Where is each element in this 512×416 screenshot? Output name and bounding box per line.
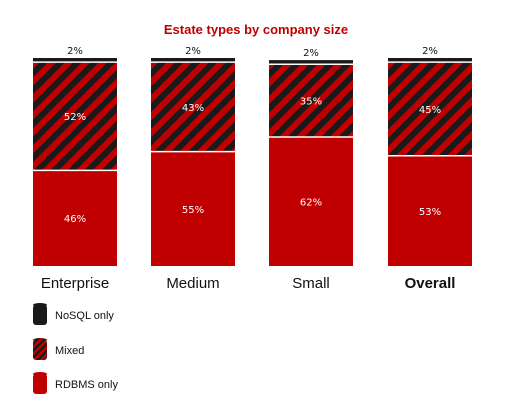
data-label: 43%	[182, 103, 204, 114]
legend-label: NoSQL only	[55, 310, 114, 322]
category-label: Overall	[405, 275, 456, 292]
data-label: 52%	[64, 112, 86, 123]
data-label: 2%	[303, 48, 319, 59]
bar-segment-nosql-only	[269, 60, 353, 65]
data-label: 46%	[64, 214, 86, 225]
legend-label: Mixed	[55, 345, 84, 357]
legend-swatch-top	[33, 372, 47, 376]
legend-label: RDBMS only	[55, 379, 118, 391]
data-label: 2%	[422, 46, 438, 57]
bar-segment-nosql-only	[388, 58, 472, 63]
bar-segment-nosql-only	[151, 58, 235, 63]
bar-segment-mixed	[269, 64, 353, 138]
legend-item: Mixed	[33, 338, 84, 360]
category-label: Enterprise	[41, 275, 109, 292]
data-label: 45%	[419, 105, 441, 116]
category-label: Small	[292, 275, 330, 292]
bar-segment-mixed	[33, 62, 117, 171]
legend-swatch-top	[33, 303, 47, 307]
bar-segment-rdbms-only	[388, 155, 472, 266]
bars-layer: 46% 52% 2% Enterprise 55% 43% 2% Medium 62% 35% 2%…	[33, 46, 472, 292]
legend: NoSQL only Mixed RDBMS only	[33, 303, 118, 394]
legend-swatch	[33, 374, 47, 394]
legend-swatch	[33, 305, 47, 325]
bar-group-small: 62% 35% 2%	[269, 48, 353, 266]
category-label: Medium	[166, 275, 219, 292]
legend-swatch	[33, 340, 47, 360]
legend-item: NoSQL only	[33, 303, 114, 325]
data-label: 53%	[419, 207, 441, 218]
data-label: 35%	[300, 97, 322, 108]
data-label: 2%	[185, 46, 201, 57]
chart-title: Estate types by company size	[164, 22, 348, 37]
legend-swatch-top	[33, 338, 47, 342]
bar-segment-mixed	[151, 62, 235, 152]
bar-group-medium: 55% 43% 2%	[151, 46, 235, 266]
bar-segment-nosql-only	[33, 58, 117, 63]
data-label: 62%	[300, 198, 322, 209]
legend-item: RDBMS only	[33, 372, 118, 394]
bar-group-enterprise: 46% 52% 2%	[33, 46, 117, 266]
bar-segment-rdbms-only	[33, 170, 117, 266]
bar-segment-rdbms-only	[269, 137, 353, 266]
data-label: 55%	[182, 205, 204, 216]
bar-group-overall: 53% 45% 2%	[388, 46, 472, 266]
bar-segment-rdbms-only	[151, 151, 235, 266]
data-label: 2%	[67, 46, 83, 57]
bar-segment-mixed	[388, 62, 472, 156]
